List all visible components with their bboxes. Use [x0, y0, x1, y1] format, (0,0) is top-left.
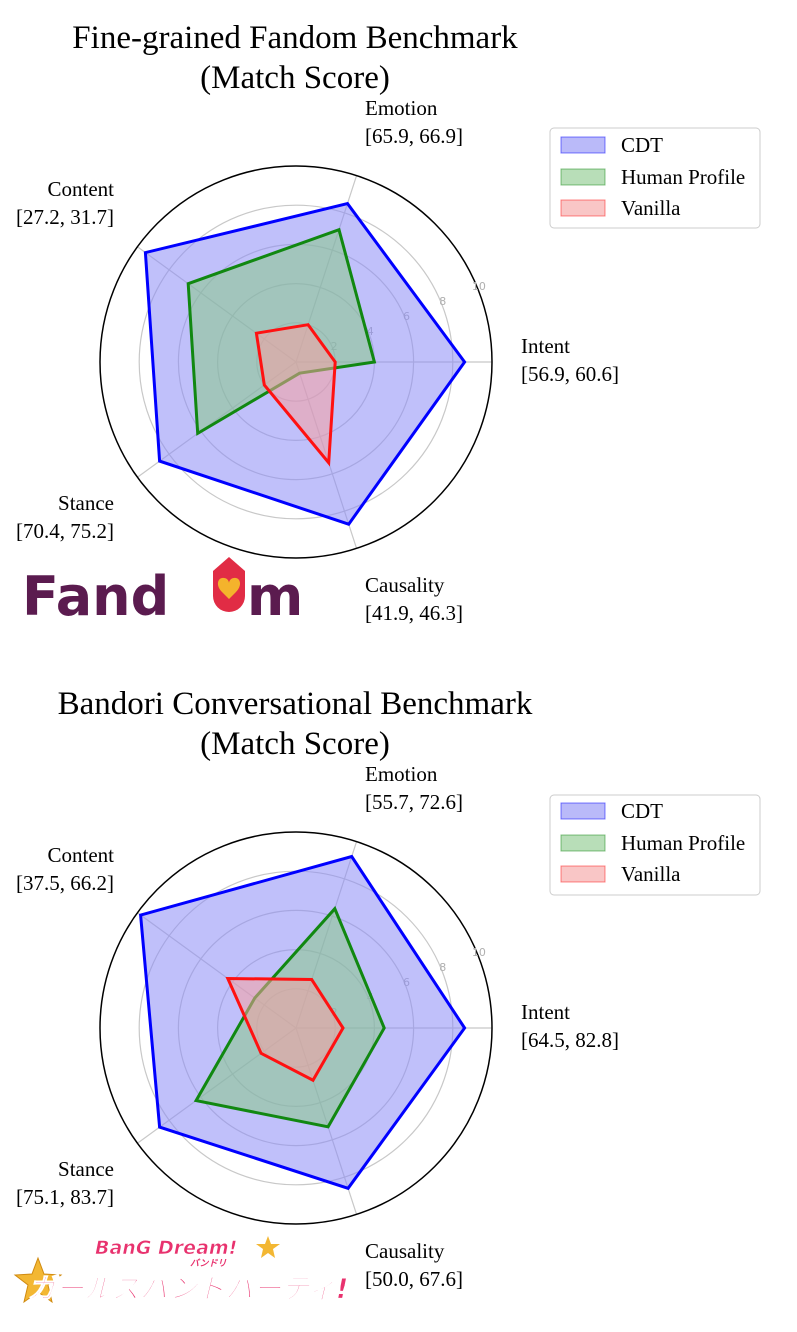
axis-name: Emotion — [365, 762, 438, 786]
legend-entry-human-profile: Human Profile — [560, 831, 745, 855]
legend-swatch — [560, 168, 606, 186]
legend-entry-human-profile: Human Profile — [560, 165, 745, 189]
bandori-logo: BanG Dream! バンドリ ガールズバンドパーティ! — [13, 1236, 349, 1306]
radar-panel-fandom: Fine-grained Fandom Benchmark (Match Sco… — [16, 20, 761, 628]
bandori-logo-line: ガールズバンドパーティ! — [28, 1272, 349, 1305]
axis-label-emotion: Emotion [65.9, 66.9] — [365, 96, 463, 148]
radar-plot: 246810 — [99, 831, 493, 1225]
star-icon — [256, 1236, 280, 1258]
axis-name: Content — [48, 843, 115, 867]
axis-name: Intent — [521, 334, 570, 358]
outer-frame — [99, 165, 493, 559]
axis-name: Intent — [521, 1000, 570, 1024]
axis-label-causality: Causality [41.9, 46.3] — [365, 573, 463, 625]
series-polygon-vanilla — [225, 976, 345, 1083]
r-tick-label: 10 — [472, 280, 486, 293]
axis-label-emotion: Emotion [55.7, 72.6] — [365, 762, 463, 814]
legend-label: CDT — [621, 133, 663, 157]
legend-entry-vanilla: Vanilla — [560, 196, 681, 220]
axis-range: [64.5, 82.8] — [521, 1028, 619, 1052]
bandori-logo-line: BanG Dream! — [95, 1237, 237, 1259]
legend-label: Human Profile — [621, 165, 745, 189]
fandom-heart-icon — [213, 557, 245, 612]
legend-swatch — [560, 865, 606, 883]
legend-label: CDT — [621, 799, 663, 823]
axis-range: [41.9, 46.3] — [365, 601, 463, 625]
fandom-logo-right: m — [247, 565, 303, 628]
chart-subtitle: (Match Score) — [200, 726, 390, 762]
axis-name: Causality — [365, 1239, 445, 1263]
axis-name: Emotion — [365, 96, 438, 120]
axis-range: [70.4, 75.2] — [16, 519, 114, 543]
chart-title: Fine-grained Fandom Benchmark — [72, 20, 518, 56]
legend-swatch — [560, 199, 606, 217]
axis-label-content: Content [27.2, 31.7] — [16, 177, 114, 229]
legend-label: Human Profile — [621, 831, 745, 855]
legend: CDT Human Profile Vanilla — [549, 794, 761, 896]
axis-label-intent: Intent [64.5, 82.8] — [521, 1000, 619, 1052]
axis-range: [27.2, 31.7] — [16, 205, 114, 229]
axis-name: Stance — [58, 1157, 114, 1181]
axis-label-content: Content [37.5, 66.2] — [16, 843, 114, 895]
series-polygon-vanilla — [254, 323, 337, 467]
legend-swatch — [560, 136, 606, 154]
axis-name: Content — [48, 177, 115, 201]
legend-label: Vanilla — [621, 196, 681, 220]
legend: CDT Human Profile Vanilla — [549, 127, 761, 229]
bandori-logo-line: バンドリ — [190, 1258, 226, 1269]
legend-swatch — [560, 834, 606, 852]
axis-range: [75.1, 83.7] — [16, 1185, 114, 1209]
axis-label-causality: Causality [50.0, 67.6] — [365, 1239, 463, 1291]
chart-title: Bandori Conversational Benchmark — [58, 686, 533, 722]
axis-name: Causality — [365, 573, 445, 597]
legend-entry-vanilla: Vanilla — [560, 862, 681, 886]
radar-plot: 246810 — [99, 165, 493, 559]
star-icon — [13, 1256, 63, 1304]
r-tick-label: 10 — [472, 946, 486, 959]
axis-range: [50.0, 67.6] — [365, 1267, 463, 1291]
r-tick-label: 8 — [439, 295, 446, 308]
legend-label: Vanilla — [621, 862, 681, 886]
legend-entry-cdt: CDT — [560, 133, 663, 157]
legend-entry-cdt: CDT — [560, 799, 663, 823]
axis-range: [37.5, 66.2] — [16, 871, 114, 895]
axis-label-intent: Intent [56.9, 60.6] — [521, 334, 619, 386]
axis-range: [55.7, 72.6] — [365, 790, 463, 814]
axis-range: [65.9, 66.9] — [365, 124, 463, 148]
outer-frame — [99, 831, 493, 1225]
axis-range: [56.9, 60.6] — [521, 362, 619, 386]
axis-label-stance: Stance [70.4, 75.2] — [16, 491, 114, 543]
radar-panel-bandori: Bandori Conversational Benchmark (Match … — [13, 686, 761, 1306]
r-tick-label: 8 — [439, 961, 446, 974]
chart-subtitle: (Match Score) — [200, 60, 390, 96]
axis-label-stance: Stance [75.1, 83.7] — [16, 1157, 114, 1209]
legend-swatch — [560, 802, 606, 820]
fandom-logo: Fand m — [22, 557, 303, 628]
axis-name: Stance — [58, 491, 114, 515]
fandom-logo-left: Fand — [22, 565, 169, 628]
